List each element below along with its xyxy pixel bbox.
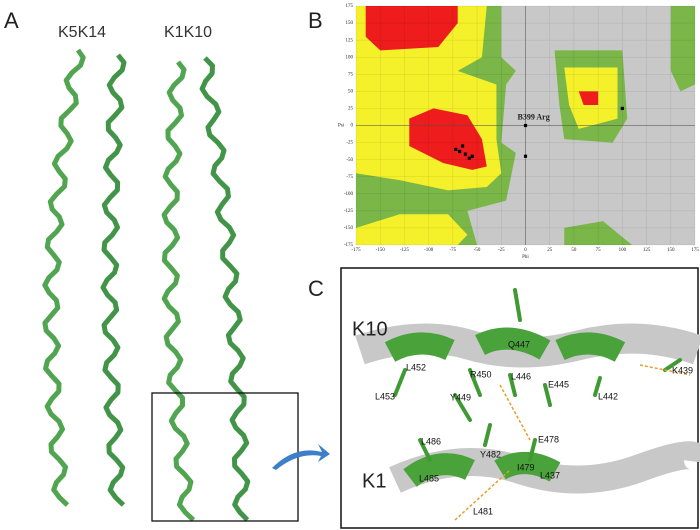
- x-tick-label: 100: [619, 248, 627, 253]
- y-tick-label: 0: [351, 124, 354, 129]
- residue-label: L442: [598, 391, 618, 401]
- chain-label: K1: [362, 470, 386, 492]
- x-tick-label: 50: [571, 248, 577, 253]
- y-tick-label: 25: [348, 107, 354, 112]
- helix-segment: [403, 452, 561, 487]
- point: [523, 123, 528, 128]
- h-bond: [454, 364, 691, 521]
- x-tick-label: 175: [691, 248, 699, 253]
- x-axis-label: Phi: [522, 255, 529, 260]
- helix: [199, 56, 251, 522]
- x-tick-label: -50: [474, 248, 481, 253]
- x-tick-label: -150: [376, 248, 386, 253]
- y-tick-label: -75: [346, 175, 353, 180]
- residue-label: L485: [419, 473, 439, 483]
- core-region: [409, 108, 487, 170]
- x-tick-label: 0: [524, 248, 527, 253]
- x-tick-label: -100: [424, 248, 434, 253]
- residue-label: Y449: [450, 392, 471, 402]
- y-tick-label: -150: [344, 226, 354, 231]
- annotation: B399 Arg: [518, 112, 550, 121]
- residue-label: L481: [473, 506, 493, 516]
- y-tick-label: 175: [346, 4, 354, 9]
- residue-label: R450: [470, 369, 492, 379]
- x-tick-label: -125: [400, 248, 410, 253]
- residue-label: E445: [548, 379, 569, 389]
- helix: [42, 48, 86, 507]
- x-tick-label: 25: [547, 248, 553, 253]
- y-tick-label: -50: [346, 158, 353, 163]
- y-tick-label: 100: [346, 55, 354, 60]
- residue-label: I479: [517, 462, 535, 472]
- generous-region: [356, 214, 468, 245]
- y-tick-label: -175: [344, 243, 354, 248]
- x-tick-label: -25: [498, 248, 505, 253]
- structure-title: K5K14: [58, 24, 106, 41]
- residue-label: L446: [511, 371, 531, 381]
- point: [463, 152, 468, 156]
- allowed-region: [564, 221, 633, 245]
- point: [470, 154, 474, 158]
- helix: [161, 60, 196, 522]
- y-tick-label: 150: [346, 21, 354, 26]
- y-tick-label: -125: [344, 209, 354, 214]
- structure-title: K1K10: [164, 24, 212, 41]
- point: [467, 156, 471, 160]
- residue-label: L486: [421, 436, 441, 446]
- residue-label: K439: [672, 365, 693, 375]
- y-axis-label: Psi: [338, 124, 345, 129]
- y-tick-label: -100: [344, 192, 354, 197]
- x-tick-label: 125: [643, 248, 651, 253]
- residue-label: L437: [540, 470, 560, 480]
- residue-label: L453: [375, 391, 395, 401]
- y-tick-label: 125: [346, 38, 354, 43]
- core-region: [578, 91, 599, 106]
- core-region: [365, 6, 458, 51]
- side-chain: [393, 288, 682, 462]
- point: [458, 149, 462, 154]
- ramachandran-plot: -175 -150 -125 -100 -75 -50 -25 0 25 50 75 100 125 15…: [338, 4, 699, 260]
- helix-segment: [384, 327, 626, 362]
- residue-label: E478: [538, 434, 559, 444]
- point: [454, 147, 458, 151]
- residue-label: Y482: [480, 449, 501, 459]
- point: [620, 106, 624, 111]
- y-tick-label: 75: [348, 72, 354, 77]
- arrow: [272, 444, 330, 470]
- x-tick-label: -75: [450, 248, 457, 253]
- x-tick-label: 150: [667, 248, 675, 253]
- panel-label: B: [308, 8, 323, 33]
- x-tick-label: 75: [596, 248, 602, 253]
- panel-label: A: [4, 8, 19, 33]
- residue-label: Q447: [508, 339, 530, 349]
- zoom-panel: K10 K1 Q447 L452 R450 L446 E445 K439 L453 Y449 L…: [340, 267, 700, 529]
- y-tick-label: 50: [348, 89, 354, 94]
- point: [460, 144, 465, 148]
- residue-label: L452: [406, 362, 426, 372]
- allowed-region: [670, 6, 695, 92]
- helix-group: [42, 48, 251, 522]
- x-tick-label: -175: [351, 248, 361, 253]
- point: [523, 154, 528, 158]
- chain-label: K10: [352, 318, 388, 340]
- panel-label: C: [308, 276, 324, 301]
- y-tick-label: -25: [346, 141, 353, 146]
- helix: [100, 53, 127, 507]
